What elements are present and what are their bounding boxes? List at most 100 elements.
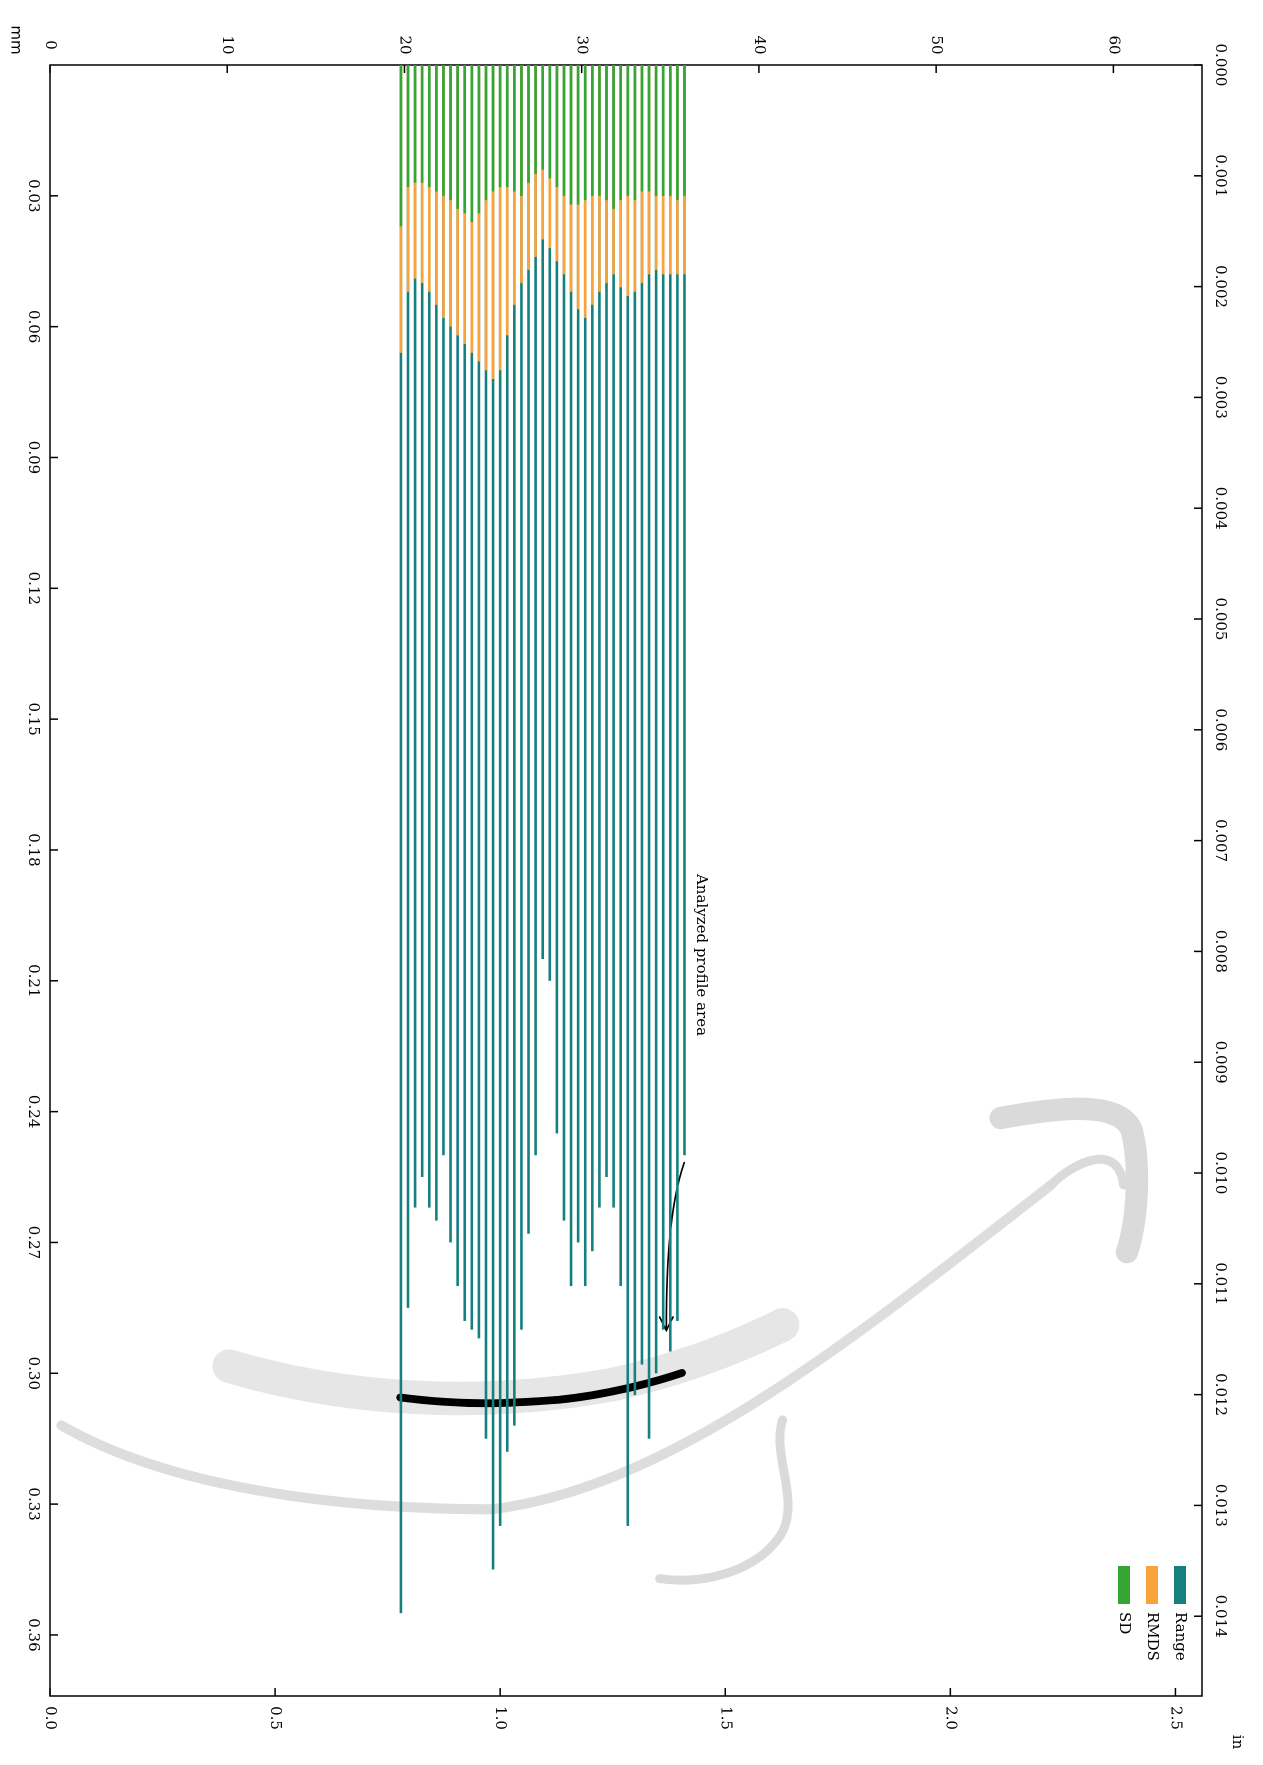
bar	[633, 65, 637, 201]
bar	[505, 65, 509, 188]
bar	[498, 65, 502, 188]
bar	[477, 65, 481, 1339]
x2-tick-label: 1.5	[717, 1706, 735, 1730]
y2-tick-label: 0.011	[1212, 1262, 1230, 1305]
bar	[669, 65, 672, 1352]
legend-label: RMDS	[1144, 1612, 1162, 1661]
bar	[406, 65, 410, 188]
bar	[463, 65, 467, 214]
bar	[661, 65, 665, 1330]
bar	[591, 65, 594, 196]
bar	[427, 65, 431, 188]
bar	[591, 65, 594, 1252]
bar	[626, 65, 630, 196]
legend-label: SD	[1116, 1612, 1134, 1634]
bar	[683, 65, 686, 196]
bar	[661, 65, 665, 196]
y2-tick-label: 0.010	[1212, 1152, 1230, 1195]
x-tick-label: 0	[42, 40, 60, 50]
y2-tick-label: 0.005	[1212, 598, 1230, 641]
bar	[605, 65, 608, 201]
bar	[470, 65, 474, 1330]
bar	[626, 65, 630, 1526]
x2-tick-label: 1.0	[492, 1706, 510, 1730]
bar	[534, 65, 537, 1156]
bar	[435, 65, 438, 1221]
bar	[427, 65, 431, 1208]
bar	[640, 65, 644, 192]
bar	[442, 65, 445, 196]
bar	[647, 65, 651, 192]
bar	[548, 65, 552, 981]
bar	[569, 65, 573, 205]
legend-swatch	[1118, 1566, 1130, 1604]
bar	[420, 65, 424, 183]
x-tick-label: 50	[928, 35, 946, 54]
bar	[442, 65, 445, 1156]
y2-tick-label: 0.003	[1212, 376, 1230, 419]
bar	[633, 65, 637, 1396]
bar	[669, 65, 672, 196]
bar	[413, 65, 417, 183]
bar	[612, 65, 615, 1208]
bar	[647, 65, 651, 1439]
specimen-image	[56, 1097, 1149, 1585]
bar	[555, 65, 559, 188]
bar	[498, 65, 502, 1526]
bar	[491, 65, 495, 1570]
bar	[598, 65, 601, 1208]
y-tick-label: 0.33	[25, 1487, 43, 1520]
bar	[491, 65, 495, 192]
y-tick-label: 0.21	[25, 964, 43, 997]
bar	[562, 65, 566, 196]
bar	[449, 65, 452, 1243]
bar	[576, 65, 580, 1243]
legend-swatch	[1174, 1566, 1186, 1604]
x-tick-label: 30	[574, 35, 592, 54]
legend-swatch	[1146, 1566, 1158, 1604]
bar	[484, 65, 488, 1439]
bar	[534, 65, 537, 175]
bar	[470, 65, 474, 222]
bar	[619, 65, 622, 201]
y2-tick-label: 0.006	[1212, 708, 1230, 751]
x-tick-label: 40	[751, 35, 769, 54]
bar	[484, 65, 488, 201]
x-tick-label: 10	[219, 35, 237, 54]
bar	[505, 65, 509, 336]
x-tick-label: 20	[396, 35, 414, 54]
y-tick-label: 0.18	[25, 833, 43, 866]
bar	[484, 65, 488, 371]
y2-tick-label: 0.013	[1212, 1484, 1230, 1527]
bar	[498, 65, 502, 371]
bar	[598, 65, 601, 196]
bar	[654, 65, 658, 1374]
y2-tick-label: 0.004	[1212, 487, 1230, 530]
bar	[676, 65, 679, 1321]
y-tick-label: 0.27	[25, 1226, 43, 1259]
y2-tick-label: 0.009	[1212, 1041, 1230, 1084]
y-tick-label: 0.24	[25, 1095, 43, 1128]
bar	[463, 65, 467, 1321]
bar	[406, 65, 410, 1308]
x2-tick-label: 0.0	[42, 1706, 60, 1730]
bar	[548, 65, 552, 179]
plot-frame	[49, 64, 1203, 1697]
y-tick-label: 0.12	[25, 572, 43, 605]
y-tick-label: 0.30	[25, 1357, 43, 1390]
x2-tick-label: 0.5	[267, 1706, 285, 1730]
bar	[491, 65, 495, 379]
bar	[420, 65, 424, 1178]
bar	[583, 65, 587, 1287]
bar	[513, 65, 516, 1426]
legend-label: Range	[1172, 1612, 1190, 1661]
y2-tick-label: 0.012	[1212, 1373, 1230, 1416]
bar	[527, 65, 530, 183]
y-tick-label: 0.06	[25, 310, 43, 343]
bar	[477, 65, 481, 214]
bar	[562, 65, 566, 1221]
bar	[399, 65, 403, 227]
y2-tick-label: 0.008	[1212, 930, 1230, 973]
